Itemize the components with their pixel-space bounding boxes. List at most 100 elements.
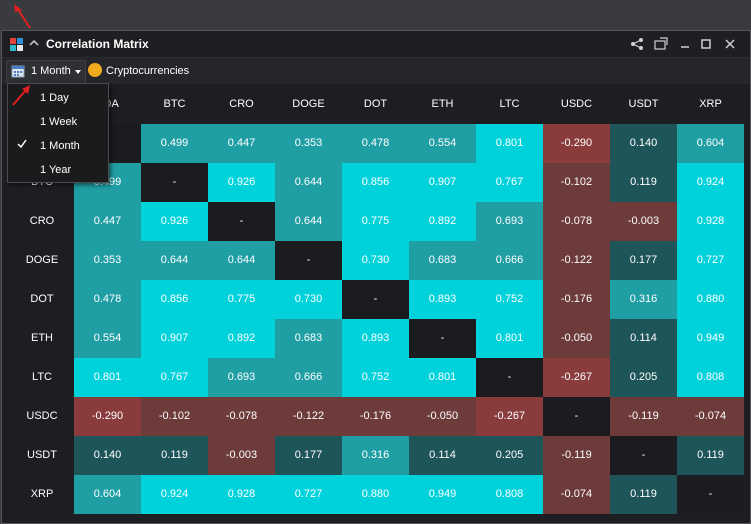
matrix-cell[interactable]: 0.893 bbox=[409, 280, 476, 319]
matrix-cell[interactable]: 0.801 bbox=[476, 319, 543, 358]
matrix-cell[interactable]: 0.928 bbox=[677, 202, 744, 241]
matrix-cell[interactable]: 0.554 bbox=[74, 319, 141, 358]
matrix-cell[interactable]: -0.267 bbox=[476, 397, 543, 436]
matrix-cell[interactable]: 0.892 bbox=[409, 202, 476, 241]
matrix-cell[interactable]: 0.353 bbox=[275, 124, 342, 163]
matrix-cell[interactable]: -0.122 bbox=[543, 241, 610, 280]
matrix-cell[interactable]: 0.353 bbox=[74, 241, 141, 280]
matrix-cell[interactable]: - bbox=[677, 475, 744, 514]
matrix-cell[interactable]: 0.949 bbox=[677, 319, 744, 358]
chevron-up-icon[interactable] bbox=[28, 37, 40, 49]
period-option[interactable]: 1 Month bbox=[8, 134, 108, 158]
matrix-cell[interactable]: -0.176 bbox=[342, 397, 409, 436]
matrix-cell[interactable]: 0.767 bbox=[141, 358, 208, 397]
matrix-cell[interactable]: 0.801 bbox=[476, 124, 543, 163]
matrix-cell[interactable]: 0.119 bbox=[610, 475, 677, 514]
matrix-cell[interactable]: 0.730 bbox=[275, 280, 342, 319]
matrix-cell[interactable]: 0.808 bbox=[476, 475, 543, 514]
matrix-cell[interactable]: 0.119 bbox=[677, 436, 744, 475]
matrix-cell[interactable]: -0.003 bbox=[610, 202, 677, 241]
matrix-cell[interactable]: 0.478 bbox=[342, 124, 409, 163]
matrix-cell[interactable]: -0.050 bbox=[543, 319, 610, 358]
matrix-cell[interactable]: 0.447 bbox=[208, 124, 275, 163]
matrix-cell[interactable]: 0.801 bbox=[74, 358, 141, 397]
matrix-cell[interactable]: 0.880 bbox=[677, 280, 744, 319]
matrix-cell[interactable]: - bbox=[476, 358, 543, 397]
matrix-cell[interactable]: 0.604 bbox=[677, 124, 744, 163]
matrix-cell[interactable]: -0.290 bbox=[74, 397, 141, 436]
matrix-cell[interactable]: 0.666 bbox=[476, 241, 543, 280]
matrix-cell[interactable]: -0.267 bbox=[543, 358, 610, 397]
period-option[interactable]: 1 Year bbox=[8, 158, 108, 182]
matrix-cell[interactable]: 0.316 bbox=[342, 436, 409, 475]
matrix-cell[interactable]: -0.078 bbox=[543, 202, 610, 241]
matrix-cell[interactable]: -0.176 bbox=[543, 280, 610, 319]
matrix-cell[interactable]: 0.856 bbox=[141, 280, 208, 319]
matrix-cell[interactable]: 0.666 bbox=[275, 358, 342, 397]
matrix-cell[interactable]: 0.316 bbox=[610, 280, 677, 319]
matrix-cell[interactable]: 0.604 bbox=[74, 475, 141, 514]
matrix-cell[interactable]: - bbox=[208, 202, 275, 241]
matrix-cell[interactable]: 0.499 bbox=[141, 124, 208, 163]
period-option[interactable]: 1 Week bbox=[8, 110, 108, 134]
period-dropdown-button[interactable]: 1 Month bbox=[6, 60, 86, 84]
matrix-cell[interactable]: 0.727 bbox=[275, 475, 342, 514]
matrix-cell[interactable]: -0.050 bbox=[409, 397, 476, 436]
matrix-cell[interactable]: 0.893 bbox=[342, 319, 409, 358]
matrix-cell[interactable]: 0.205 bbox=[610, 358, 677, 397]
matrix-cell[interactable]: 0.928 bbox=[208, 475, 275, 514]
matrix-cell[interactable]: 0.856 bbox=[342, 163, 409, 202]
matrix-cell[interactable]: 0.924 bbox=[677, 163, 744, 202]
maximize-icon[interactable] bbox=[698, 36, 714, 52]
matrix-cell[interactable]: 0.752 bbox=[342, 358, 409, 397]
close-icon[interactable] bbox=[722, 36, 738, 52]
matrix-cell[interactable]: 0.693 bbox=[208, 358, 275, 397]
matrix-cell[interactable]: - bbox=[141, 163, 208, 202]
matrix-cell[interactable]: 0.114 bbox=[610, 319, 677, 358]
matrix-cell[interactable]: 0.177 bbox=[275, 436, 342, 475]
matrix-cell[interactable]: -0.102 bbox=[141, 397, 208, 436]
minimize-icon[interactable] bbox=[677, 36, 693, 52]
matrix-cell[interactable]: 0.683 bbox=[275, 319, 342, 358]
matrix-cell[interactable]: 0.119 bbox=[610, 163, 677, 202]
matrix-cell[interactable]: 0.727 bbox=[677, 241, 744, 280]
matrix-cell[interactable]: 0.801 bbox=[409, 358, 476, 397]
matrix-cell[interactable]: 0.775 bbox=[208, 280, 275, 319]
matrix-cell[interactable]: 0.177 bbox=[610, 241, 677, 280]
matrix-cell[interactable]: 0.926 bbox=[141, 202, 208, 241]
matrix-cell[interactable]: 0.119 bbox=[141, 436, 208, 475]
matrix-cell[interactable]: 0.205 bbox=[476, 436, 543, 475]
matrix-cell[interactable]: 0.644 bbox=[141, 241, 208, 280]
matrix-cell[interactable]: 0.949 bbox=[409, 475, 476, 514]
matrix-cell[interactable]: 0.683 bbox=[409, 241, 476, 280]
matrix-cell[interactable]: 0.808 bbox=[677, 358, 744, 397]
matrix-cell[interactable]: -0.003 bbox=[208, 436, 275, 475]
matrix-cell[interactable]: 0.730 bbox=[342, 241, 409, 280]
matrix-cell[interactable]: - bbox=[610, 436, 677, 475]
matrix-cell[interactable]: 0.924 bbox=[141, 475, 208, 514]
period-option[interactable]: 1 Day bbox=[8, 86, 108, 110]
matrix-cell[interactable]: 0.114 bbox=[409, 436, 476, 475]
matrix-cell[interactable]: -0.074 bbox=[543, 475, 610, 514]
matrix-cell[interactable]: - bbox=[543, 397, 610, 436]
matrix-cell[interactable]: 0.554 bbox=[409, 124, 476, 163]
matrix-cell[interactable]: 0.140 bbox=[610, 124, 677, 163]
matrix-cell[interactable]: 0.644 bbox=[275, 202, 342, 241]
matrix-cell[interactable]: -0.119 bbox=[610, 397, 677, 436]
matrix-cell[interactable]: 0.693 bbox=[476, 202, 543, 241]
matrix-cell[interactable]: 0.140 bbox=[74, 436, 141, 475]
matrix-cell[interactable]: 0.644 bbox=[275, 163, 342, 202]
matrix-cell[interactable]: 0.644 bbox=[208, 241, 275, 280]
matrix-cell[interactable]: 0.752 bbox=[476, 280, 543, 319]
matrix-cell[interactable]: 0.775 bbox=[342, 202, 409, 241]
matrix-cell[interactable]: 0.880 bbox=[342, 475, 409, 514]
matrix-cell[interactable]: 0.447 bbox=[74, 202, 141, 241]
matrix-cell[interactable]: -0.119 bbox=[543, 436, 610, 475]
matrix-cell[interactable]: - bbox=[275, 241, 342, 280]
matrix-cell[interactable]: -0.290 bbox=[543, 124, 610, 163]
matrix-cell[interactable]: -0.122 bbox=[275, 397, 342, 436]
matrix-cell[interactable]: 0.767 bbox=[476, 163, 543, 202]
matrix-cell[interactable]: 0.892 bbox=[208, 319, 275, 358]
matrix-cell[interactable]: 0.478 bbox=[74, 280, 141, 319]
popout-icon[interactable] bbox=[653, 36, 669, 52]
